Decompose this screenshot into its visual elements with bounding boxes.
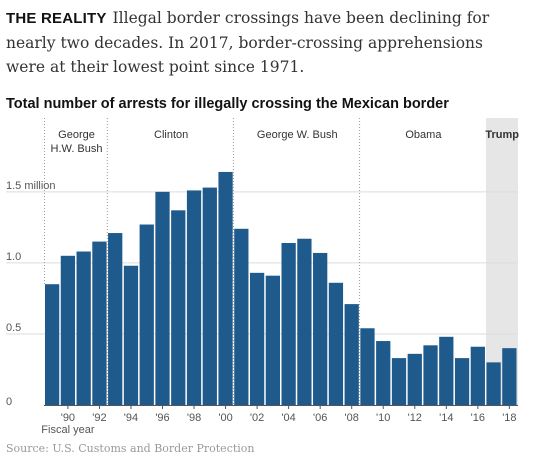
- bar-1991: [76, 251, 91, 405]
- x-tick-label: '16: [471, 412, 485, 424]
- bar-2017: [486, 362, 501, 405]
- bar-2006: [313, 252, 328, 405]
- x-tick-label: '02: [250, 412, 264, 424]
- bar-2005: [297, 238, 312, 405]
- bar-1992: [92, 241, 107, 405]
- bar-2002: [249, 272, 265, 405]
- x-tick-label: '04: [281, 412, 295, 424]
- bar-1995: [139, 224, 154, 405]
- x-tick-label: '08: [345, 412, 359, 424]
- intro-text: Illegal border crossings have been decli…: [6, 9, 490, 76]
- bar-2008: [344, 304, 359, 405]
- x-axis-label: Fiscal year: [41, 424, 95, 436]
- presidency-label-george-h-w-bush: George: [58, 129, 95, 141]
- y-tick-label: 0.5: [6, 322, 21, 334]
- intro-lead: THE REALITY: [6, 10, 107, 27]
- presidency-label-trump: Trump: [485, 129, 519, 141]
- bar-2013: [423, 345, 438, 405]
- bar-2011: [391, 358, 407, 405]
- bar-2003: [265, 275, 280, 405]
- bar-2016: [470, 346, 485, 405]
- x-tick-label: '06: [313, 412, 327, 424]
- y-tick-label: 1.5 million: [6, 180, 56, 192]
- bar-1996: [155, 191, 170, 405]
- bar-2007: [328, 282, 344, 405]
- x-tick-label: '12: [408, 412, 422, 424]
- bar-1999: [202, 187, 217, 405]
- intro-paragraph: THE REALITY Illegal border crossings have…: [6, 6, 506, 79]
- bar-1990: [60, 255, 76, 405]
- y-tick-label: 0: [6, 396, 12, 408]
- x-tick-label: '92: [92, 412, 106, 424]
- bar-1997: [171, 210, 186, 405]
- bar-1994: [123, 265, 139, 405]
- bar-2000: [218, 171, 233, 405]
- bar-1998: [186, 190, 202, 405]
- bar-2012: [407, 353, 422, 405]
- bar-2010: [376, 341, 391, 405]
- x-tick-label: '94: [124, 412, 138, 424]
- source-note: Source: U.S. Customs and Border Protecti…: [6, 442, 255, 455]
- presidency-label-george-w-bush: George W. Bush: [257, 129, 338, 141]
- chart-title: Total number of arrests for illegally cr…: [6, 96, 449, 112]
- x-tick-label: '10: [376, 412, 390, 424]
- bar-1993: [108, 233, 123, 405]
- presidency-label-clinton: Clinton: [154, 129, 188, 141]
- x-tick-label: '98: [187, 412, 201, 424]
- presidency-label-george-h-w-bush: H.W. Bush: [51, 143, 103, 155]
- x-tick-label: '90: [61, 412, 75, 424]
- x-tick-label: '18: [502, 412, 516, 424]
- x-tick-label: '00: [218, 412, 232, 424]
- bar-2015: [454, 358, 470, 405]
- y-tick-label: 1.0: [6, 251, 21, 263]
- x-tick-label: '96: [155, 412, 169, 424]
- bar-chart: George H.W. Bush Clinton George W. Bush Obam…: [6, 118, 519, 436]
- bar-2004: [281, 243, 296, 405]
- bar-2018: [502, 348, 517, 405]
- bar-1989: [45, 284, 60, 405]
- bar-2014: [439, 336, 454, 405]
- bar-2001: [234, 228, 249, 405]
- presidency-label-obama: Obama: [405, 129, 442, 141]
- bar-2009: [360, 328, 375, 405]
- x-tick-label: '14: [439, 412, 453, 424]
